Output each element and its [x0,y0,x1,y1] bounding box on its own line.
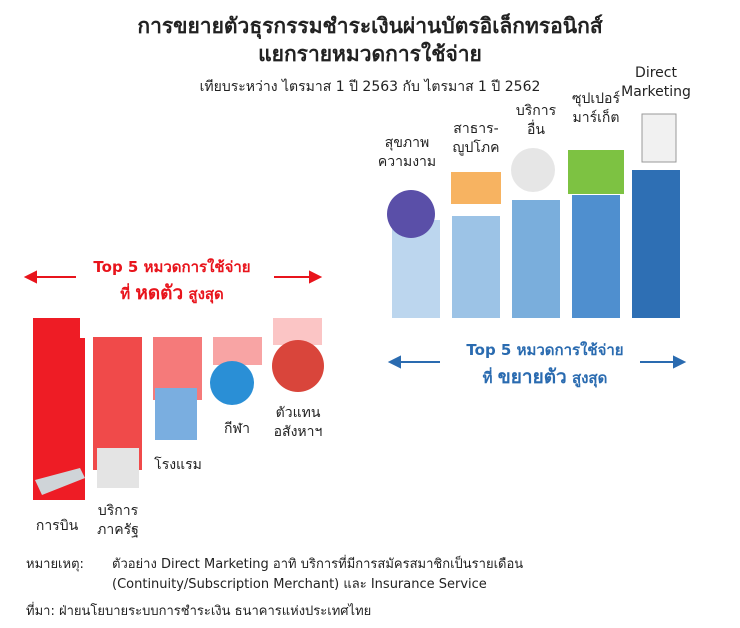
category-label: Marketing [621,84,691,100]
source: ที่มา: ฝ่ายนโยบายระบบการชำระเงิน ธนาคารแ… [26,604,372,619]
icon [451,172,501,204]
text: ขยายตัว [497,366,567,388]
category-label: โรงแรม [154,457,202,473]
bar [632,170,680,318]
bar [33,318,85,500]
icon [155,388,197,440]
note: ตัวอย่าง Direct Marketing อาทิ บริการที่… [112,557,524,572]
icon [272,340,324,392]
category-label: ซุปเปอร์ [572,91,620,107]
text: ที่ [482,369,493,387]
title: แยกรายหมวดการใช้จ่าย [258,42,482,66]
emphasis: ที่ ขยายตัว สูงสุด [483,362,608,392]
title: การขยายตัวธุรกรรมชำระเงินผ่านบัตรอิเล็กท… [137,14,603,38]
category-label: ตัวแทน [275,405,321,421]
category-label: ญูปโภค [452,140,500,156]
emphasis: ที่ หดตัว สูงสุด [120,278,224,308]
category-label: กีฬา [224,421,250,437]
bar [512,200,560,318]
category-label: มาร์เก็ต [572,110,620,126]
text: สูงสุด [188,285,224,303]
category-label: อื่น [527,122,545,138]
category-label: ความงาม [377,154,437,170]
category-label: บริการ [515,103,557,119]
icon [511,148,555,192]
bar [213,337,262,365]
text: หดตัว [135,282,184,304]
bar [452,216,500,318]
icon [210,361,254,405]
note-label: หมายเหตุ: [26,557,84,572]
category-label: อสังหาฯ [273,424,323,440]
category-label: บริการ [97,503,139,519]
category-label: การบิน [35,518,79,534]
icon [641,113,677,163]
category-label: ภาครัฐ [97,522,139,538]
subtitle: เทียบระหว่าง ไตรมาส 1 ปี 2563 กับ ไตรมาส… [199,79,541,95]
category-label: สาธาร- [453,121,499,137]
icon [387,190,435,238]
category-label: Direct [635,65,677,81]
heading: Top 5 หมวดการใช้จ่าย [93,258,251,276]
note: (Continuity/Subscription Merchant) และ I… [112,577,487,592]
category-label: สุขภาพ [384,135,430,151]
heading: Top 5 หมวดการใช้จ่าย [466,341,624,359]
icon [97,448,139,488]
bar [93,337,142,470]
bar [572,195,620,318]
icon [568,150,624,194]
text: สูงสุด [571,369,608,387]
icon [35,468,85,495]
arrows [23,270,323,284]
text: ที่ [120,285,131,303]
arrows [387,355,687,369]
